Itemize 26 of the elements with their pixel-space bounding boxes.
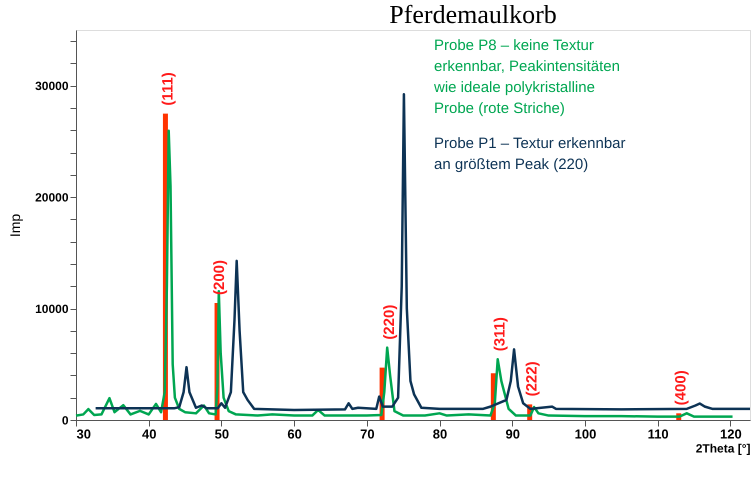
annotation: (200) [211, 260, 228, 295]
x-tick-label: 100 [574, 426, 596, 442]
x-tick-label: 110 [648, 426, 669, 442]
x-tick-label: 70 [360, 426, 375, 442]
x-tick-label: 50 [214, 426, 230, 442]
x-tick-label: 40 [142, 426, 156, 442]
line-series [74, 129, 734, 418]
x-tick-label: 60 [287, 426, 302, 442]
y-axis-title: Imp [7, 214, 24, 238]
y-tick-label: 30000 [35, 79, 69, 94]
annotation: (222) [524, 361, 541, 396]
annotation: (220) [381, 304, 398, 340]
chart-title: Pferdemaulkorb [389, 0, 557, 29]
x-tick-label: 80 [432, 426, 448, 442]
annotation: (111) [159, 72, 176, 106]
y-tick-label: 0 [62, 414, 69, 428]
annotation: (311) [492, 317, 509, 352]
x-axis-title: 2Theta [°] [696, 442, 750, 456]
x-tick-label: 90 [506, 426, 520, 442]
annotation: (400) [672, 370, 690, 406]
x-tick-label: 30 [76, 426, 91, 442]
y-tick-label: 20000 [35, 190, 69, 205]
text: Probe P8 – keine Textur erkennbar, Peakintensitäten wie ideale polykristalline Probe (rote Striche) [433, 37, 620, 117]
series-label: Probe P1 – Textur erkennbar an größtem Peak (220) [434, 135, 626, 173]
x-tick-label: 120 [720, 426, 742, 442]
y-tick-label: 10000 [35, 302, 69, 316]
